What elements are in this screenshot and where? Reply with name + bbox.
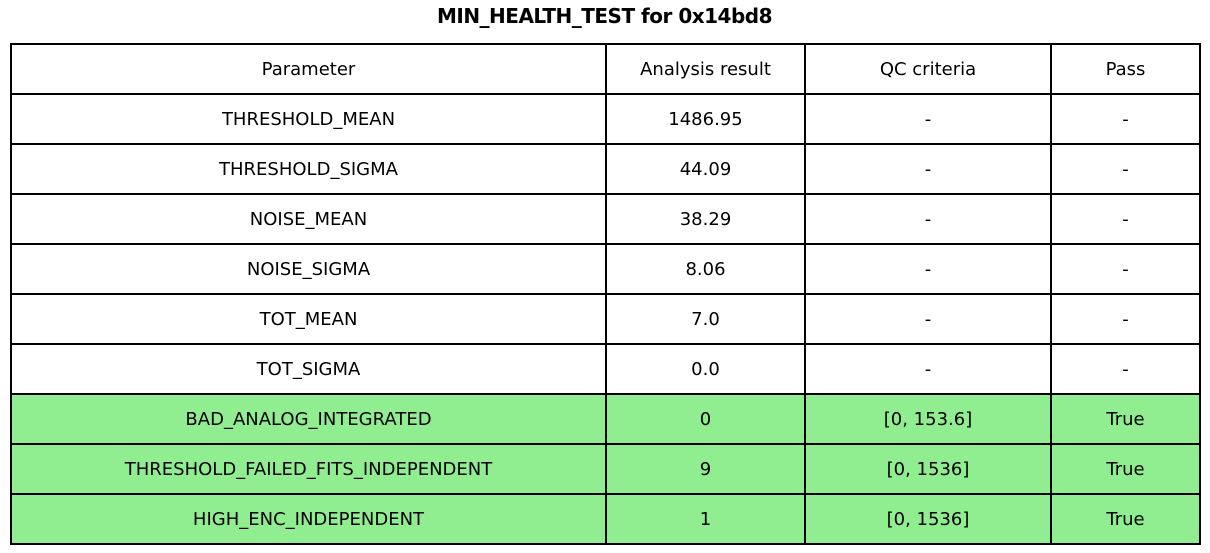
cell-pass: True — [1050, 493, 1201, 545]
cell-qc-criteria: - — [804, 193, 1052, 245]
cell-qc-criteria: - — [804, 93, 1052, 145]
col-header-pass: Pass — [1050, 43, 1201, 95]
table-row: HIGH_ENC_INDEPENDENT 1 [0, 1536] True — [10, 493, 1201, 545]
header-row: Parameter Analysis result QC criteria Pa… — [10, 43, 1201, 95]
cell-analysis-result: 1 — [605, 493, 806, 545]
col-header-parameter: Parameter — [10, 43, 607, 95]
cell-parameter: BAD_ANALOG_INTEGRATED — [10, 393, 607, 445]
cell-analysis-result: 44.09 — [605, 143, 806, 195]
cell-qc-criteria: [0, 1536] — [804, 493, 1052, 545]
cell-pass: - — [1050, 343, 1201, 395]
cell-analysis-result: 1486.95 — [605, 93, 806, 145]
cell-analysis-result: 38.29 — [605, 193, 806, 245]
cell-analysis-result: 0 — [605, 393, 806, 445]
figure-title: MIN_HEALTH_TEST for 0x14bd8 — [436, 4, 773, 28]
cell-parameter: THRESHOLD_FAILED_FITS_INDEPENDENT — [10, 443, 607, 495]
table-row: NOISE_MEAN 38.29 - - — [10, 193, 1201, 245]
qc-results-table: Parameter Analysis result QC criteria Pa… — [10, 43, 1201, 545]
cell-parameter: NOISE_MEAN — [10, 193, 607, 245]
cell-parameter: TOT_SIGMA — [10, 343, 607, 395]
cell-qc-criteria: [0, 1536] — [804, 443, 1052, 495]
table-row: BAD_ANALOG_INTEGRATED 0 [0, 153.6] True — [10, 393, 1201, 445]
table-row: TOT_SIGMA 0.0 - - — [10, 343, 1201, 395]
cell-parameter: HIGH_ENC_INDEPENDENT — [10, 493, 607, 545]
cell-pass: - — [1050, 293, 1201, 345]
cell-analysis-result: 7.0 — [605, 293, 806, 345]
cell-analysis-result: 0.0 — [605, 343, 806, 395]
cell-parameter: TOT_MEAN — [10, 293, 607, 345]
cell-pass: - — [1050, 143, 1201, 195]
cell-qc-criteria: [0, 153.6] — [804, 393, 1052, 445]
col-header-analysis-result: Analysis result — [605, 43, 806, 95]
cell-pass: - — [1050, 243, 1201, 295]
table-row: NOISE_SIGMA 8.06 - - — [10, 243, 1201, 295]
table-row: THRESHOLD_FAILED_FITS_INDEPENDENT 9 [0, … — [10, 443, 1201, 495]
cell-parameter: NOISE_SIGMA — [10, 243, 607, 295]
cell-pass: - — [1050, 93, 1201, 145]
cell-parameter: THRESHOLD_MEAN — [10, 93, 607, 145]
cell-pass: - — [1050, 193, 1201, 245]
col-header-qc-criteria: QC criteria — [804, 43, 1052, 95]
cell-qc-criteria: - — [804, 243, 1052, 295]
cell-pass: True — [1050, 443, 1201, 495]
table-row: TOT_MEAN 7.0 - - — [10, 293, 1201, 345]
cell-qc-criteria: - — [804, 143, 1052, 195]
cell-qc-criteria: - — [804, 293, 1052, 345]
cell-parameter: THRESHOLD_SIGMA — [10, 143, 607, 195]
table-row: THRESHOLD_MEAN 1486.95 - - — [10, 93, 1201, 145]
table-row: THRESHOLD_SIGMA 44.09 - - — [10, 143, 1201, 195]
cell-qc-criteria: - — [804, 343, 1052, 395]
cell-analysis-result: 9 — [605, 443, 806, 495]
cell-analysis-result: 8.06 — [605, 243, 806, 295]
cell-pass: True — [1050, 393, 1201, 445]
